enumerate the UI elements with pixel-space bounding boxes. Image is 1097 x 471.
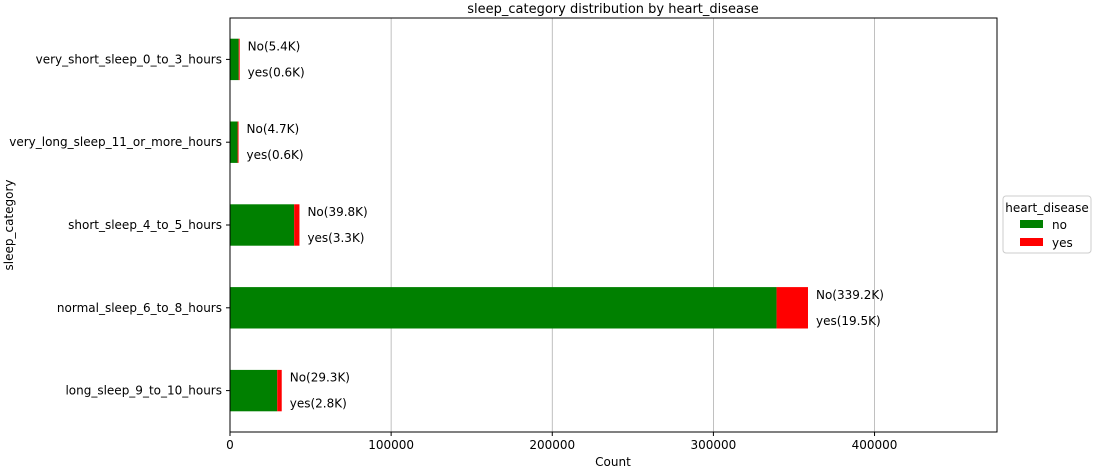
bar-yes: [277, 369, 282, 412]
bar-yes: [237, 121, 239, 163]
legend-label-no: no: [1052, 218, 1067, 232]
legend-swatch-yes: [1020, 238, 1043, 246]
legend-swatch-no: [1020, 220, 1043, 228]
y-tick-label: normal_sleep_6_to_8_hours: [57, 301, 222, 315]
y-tick-label: short_sleep_4_to_5_hours: [68, 218, 222, 232]
bar-annotation-no: No(4.7K): [247, 122, 300, 136]
bar-no: [230, 204, 295, 246]
bar-annotations: No(29.3K) yes(2.8K) No(339.2K) yes(19.5K) No…: [247, 39, 884, 410]
bar-yes: [238, 38, 240, 81]
x-tick-label: 300000: [690, 438, 736, 452]
bar-no: [230, 121, 238, 163]
y-tick-label: very_long_sleep_11_or_more_hours: [9, 135, 222, 149]
bar-annotation-no: No(5.4K): [248, 39, 301, 53]
x-tick-label: 200000: [529, 438, 575, 452]
bar-annotation-yes: yes(2.8K): [290, 397, 347, 411]
bar-annotation-no: No(29.3K): [290, 371, 350, 385]
y-axis-label: sleep_category: [2, 179, 16, 270]
x-tick-label: 100000: [368, 438, 414, 452]
y-tick-label: long_sleep_9_to_10_hours: [65, 384, 222, 398]
bar-no: [230, 369, 278, 412]
bar-yes: [294, 204, 300, 246]
bar-annotation-yes: yes(0.6K): [248, 65, 305, 79]
bar-annotation-no: No(39.8K): [307, 205, 367, 219]
legend-label-yes: yes: [1052, 236, 1073, 250]
bar-annotation-yes: yes(3.3K): [307, 231, 364, 245]
x-tick-label: 0: [226, 438, 234, 452]
bars: [230, 38, 808, 412]
bar-no: [230, 287, 777, 329]
x-tick-label: 400000: [852, 438, 898, 452]
chart-title: sleep_category distribution by heart_dis…: [467, 2, 759, 17]
y-axis: long_sleep_9_to_10_hours normal_sleep_6_t…: [9, 52, 230, 398]
bar-no: [230, 38, 239, 81]
bar-annotation-no: No(339.2K): [816, 288, 884, 302]
x-axis: 0 100000 200000 300000 400000: [226, 432, 897, 452]
bar-yes: [776, 287, 808, 329]
x-axis-label: Count: [595, 455, 631, 469]
bar-annotation-yes: yes(19.5K): [816, 314, 881, 328]
bar-annotation-yes: yes(0.6K): [247, 148, 304, 162]
legend-title: heart_disease: [1005, 201, 1089, 215]
y-tick-label: very_short_sleep_0_to_3_hours: [36, 52, 222, 66]
legend: heart_disease no yes: [1002, 195, 1092, 254]
